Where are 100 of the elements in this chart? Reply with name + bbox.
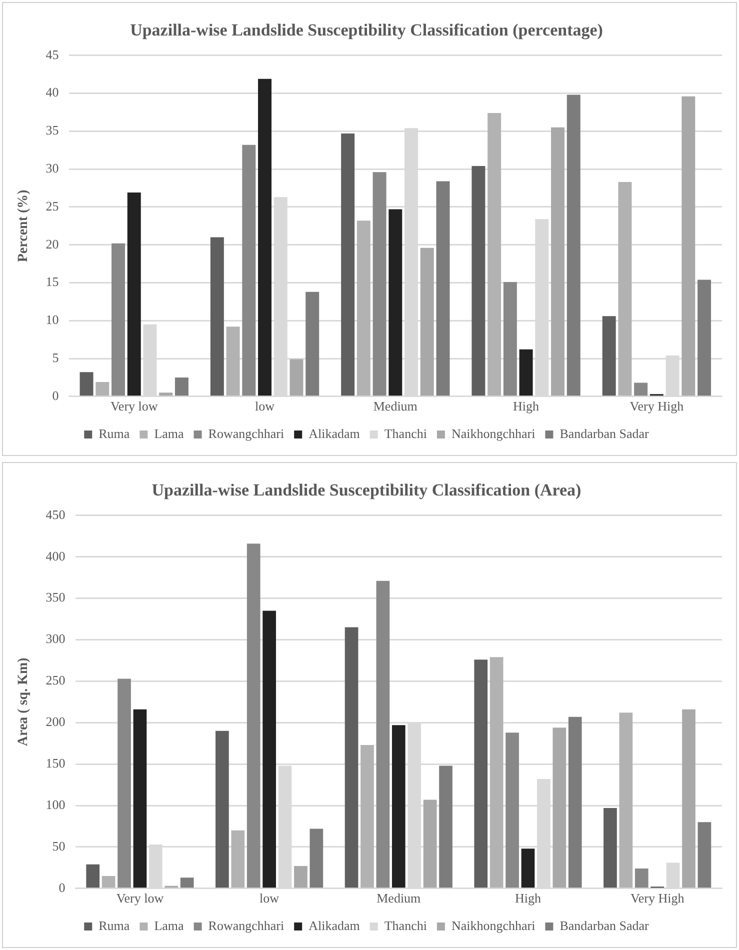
y-tick-label: 200 <box>46 714 66 730</box>
legend-label: Ruma <box>98 426 130 441</box>
y-tick-label: 450 <box>46 506 66 522</box>
y-axis-title: Area ( sq. Km) <box>16 657 32 746</box>
legend-label: Naikhongchhari <box>451 426 536 441</box>
y-tick-label: 250 <box>46 672 66 688</box>
bar <box>634 382 648 396</box>
bar <box>376 580 390 888</box>
bar <box>112 243 125 396</box>
x-tick-label: High <box>513 398 540 414</box>
bar <box>521 848 535 888</box>
bar <box>341 133 355 396</box>
legend-label: Lama <box>154 918 184 933</box>
legend-label: Bandarban Sadar <box>560 918 650 933</box>
y-tick-label: 10 <box>46 312 59 328</box>
x-tick-label: Very High <box>630 398 684 414</box>
bar <box>488 112 502 396</box>
bar <box>474 660 488 888</box>
chart-title: Upazilla-wise Landslide Susceptibility Classification (percentage) <box>130 20 603 40</box>
x-tick-label: Very High <box>630 890 685 906</box>
y-tick-label: 0 <box>58 880 66 895</box>
legend-label: Alikadam <box>308 918 360 933</box>
y-tick-label: 350 <box>46 590 66 605</box>
bar <box>552 728 566 888</box>
x-tick-label: High <box>514 890 542 906</box>
bar <box>226 326 240 396</box>
bar <box>503 282 517 396</box>
legend-label: Bandarban Sadar <box>560 426 650 441</box>
y-tick-label: 20 <box>46 236 59 252</box>
bar <box>360 745 374 888</box>
bar <box>306 292 320 396</box>
x-tick-label: low <box>255 398 276 414</box>
y-tick-label: 0 <box>52 388 59 403</box>
legend-label: Rowangchhari <box>208 918 284 933</box>
y-tick-label: 300 <box>46 631 66 646</box>
bar <box>392 725 406 888</box>
bar <box>472 166 486 396</box>
y-tick-label: 25 <box>46 198 59 214</box>
bar <box>127 192 141 396</box>
legend-label: Alikadam <box>308 426 360 441</box>
bar <box>159 392 173 396</box>
bar <box>290 359 304 396</box>
legend-label: Thanchi <box>384 426 428 441</box>
bar <box>242 144 256 396</box>
bar <box>519 349 533 396</box>
legend-label: Naikhongchhari <box>451 918 536 933</box>
bar <box>436 181 450 396</box>
legend-label: Lama <box>154 426 184 441</box>
bar <box>96 382 110 396</box>
bar <box>423 800 437 888</box>
bar <box>698 280 712 396</box>
bar <box>294 866 308 888</box>
bar <box>619 712 633 888</box>
bar <box>86 864 100 888</box>
bar <box>216 730 229 888</box>
x-tick-label: Medium <box>373 398 418 414</box>
y-tick-label: 5 <box>52 350 59 365</box>
bar <box>231 830 245 888</box>
bar <box>566 94 580 396</box>
bar <box>634 868 648 888</box>
bar <box>439 766 452 888</box>
bar <box>258 78 272 396</box>
bar <box>618 182 632 396</box>
legend-label: Rowangchhari <box>208 426 284 441</box>
x-tick-label: low <box>260 890 280 906</box>
bar <box>420 248 434 396</box>
bar <box>602 316 616 396</box>
bar <box>344 627 358 888</box>
bar <box>118 678 131 888</box>
x-tick-label: Very low <box>110 398 158 414</box>
bar <box>80 372 94 396</box>
bar <box>604 808 617 888</box>
y-tick-label: 45 <box>46 46 59 62</box>
bar <box>102 876 116 888</box>
bar <box>568 716 582 888</box>
y-tick-label: 400 <box>46 548 66 564</box>
bar <box>372 172 386 396</box>
y-axis-title: Percent (%) <box>16 189 32 262</box>
bar <box>310 828 324 888</box>
bar <box>506 732 519 888</box>
bar <box>551 127 565 396</box>
bar <box>682 709 696 888</box>
y-tick-label: 15 <box>46 274 59 290</box>
bar <box>180 878 194 888</box>
y-tick-label: 50 <box>52 838 66 854</box>
chart-title: Upazilla-wise Landslide Susceptibility Classification (Area) <box>152 480 582 500</box>
y-tick-label: 150 <box>46 755 66 770</box>
bar <box>210 237 224 396</box>
y-tick-label: 100 <box>46 796 66 812</box>
y-tick-label: 30 <box>46 160 59 176</box>
bar <box>133 709 147 888</box>
bar <box>490 657 504 888</box>
legend-label: Thanchi <box>384 918 428 933</box>
bar <box>246 544 260 888</box>
bar <box>262 610 276 888</box>
bar <box>388 209 402 396</box>
x-tick-label: Very low <box>116 890 164 906</box>
bar <box>682 96 696 396</box>
bar <box>174 377 188 396</box>
legend-label: Ruma <box>98 918 130 933</box>
